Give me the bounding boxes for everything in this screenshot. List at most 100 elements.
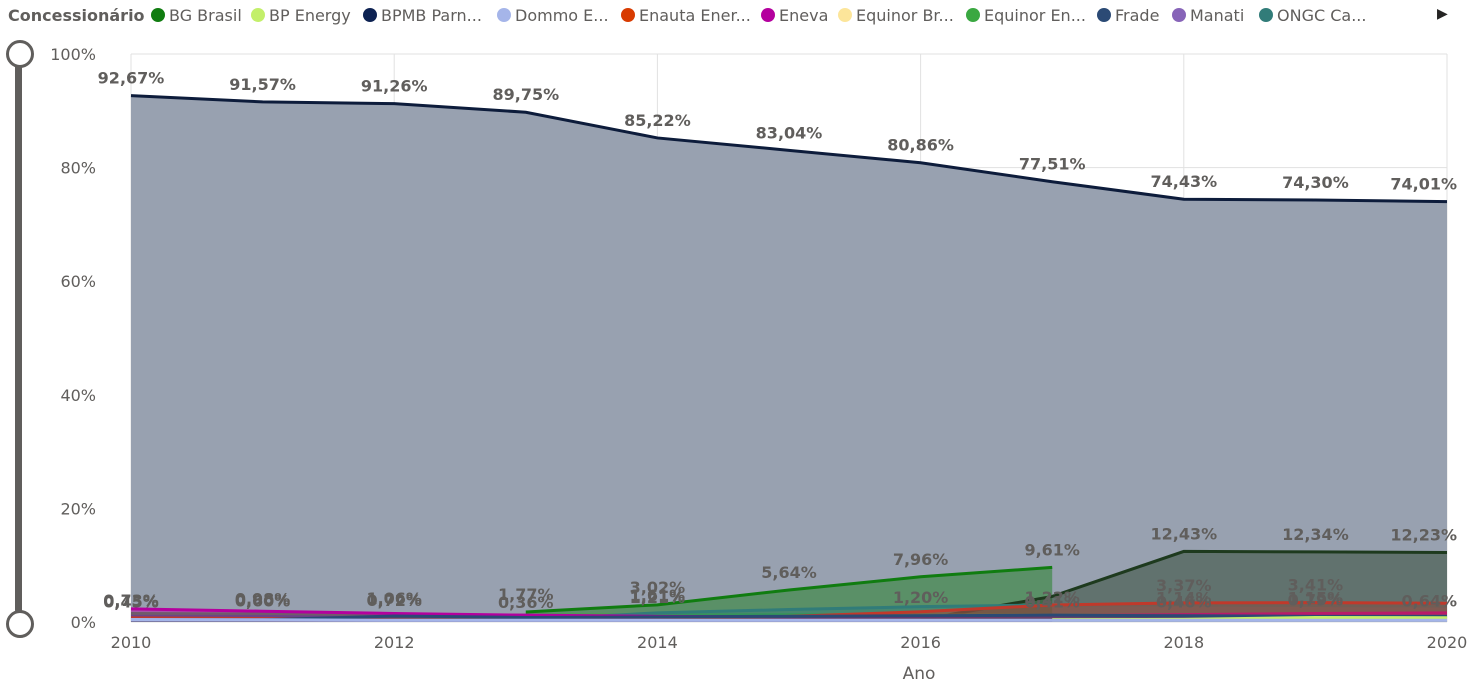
data-label: 5,64%: [761, 563, 817, 582]
data-label: 0,73%: [103, 591, 159, 610]
y-tick-label: 40%: [60, 386, 96, 405]
y-tick-label: 100%: [50, 45, 96, 64]
x-tick-label: 2018: [1163, 633, 1204, 652]
data-label: 9,61%: [1024, 540, 1080, 559]
x-axis-title: Ano: [903, 664, 936, 684]
legend-dot-icon: [497, 8, 511, 22]
legend-dot-icon: [761, 8, 775, 22]
legend-label: Equinor En...: [984, 6, 1086, 25]
legend: Concessionário ▶ BG Brasil BP Energy BPMB …: [0, 0, 1475, 32]
data-label: 1,21%: [630, 588, 686, 607]
legend-next-icon[interactable]: ▶: [1437, 6, 1448, 22]
x-tick-label: 2016: [900, 633, 941, 652]
legend-dot-icon: [1259, 8, 1273, 22]
slider-track[interactable]: [15, 56, 22, 612]
legend-dot-icon: [151, 8, 165, 22]
legend-label: ONGC Ca...: [1277, 6, 1367, 25]
data-label: 0,64%: [1401, 591, 1457, 610]
legend-label: Eneva: [779, 6, 829, 25]
legend-dot-icon: [838, 8, 852, 22]
data-label: 1,06%: [366, 589, 422, 608]
y-tick-label: 0%: [71, 613, 96, 632]
data-label: 89,75%: [492, 85, 559, 104]
series-line: [130, 94, 1448, 204]
series-line: [525, 565, 1053, 614]
slider-handle-bottom[interactable]: [6, 610, 34, 638]
legend-label: Equinor Br...: [856, 6, 954, 25]
series-area: [131, 95, 1447, 622]
data-label: 7,96%: [893, 550, 949, 569]
legend-label: Dommo E...: [515, 6, 609, 25]
legend-item[interactable]: Equinor Br...: [838, 6, 954, 25]
data-label: 91,57%: [229, 75, 296, 94]
data-label: 1,77%: [498, 585, 554, 604]
data-label: 85,22%: [624, 111, 691, 130]
legend-item[interactable]: BP Energy: [251, 6, 351, 25]
data-label: 1,20%: [893, 588, 949, 607]
data-label: 74,01%: [1390, 175, 1457, 194]
legend-dot-icon: [363, 8, 377, 22]
data-label: 1,61%: [630, 586, 686, 605]
x-tick-label: 2014: [637, 633, 678, 652]
y-tick-label: 20%: [60, 499, 96, 518]
legend-label: Frade: [1115, 6, 1160, 25]
legend-item[interactable]: Enauta Ener...: [621, 6, 751, 25]
slider-handle-top[interactable]: [6, 40, 34, 68]
legend-dot-icon: [1172, 8, 1186, 22]
data-label: 92,67%: [98, 69, 165, 88]
data-label: 83,04%: [756, 123, 823, 142]
data-label: 0,36%: [498, 593, 554, 612]
data-label: 3,02%: [630, 578, 686, 597]
data-label: 1,15%: [1288, 588, 1344, 607]
data-label: 91,26%: [361, 77, 428, 96]
x-tick-label: 2020: [1427, 633, 1468, 652]
data-label: 3,41%: [1288, 576, 1344, 595]
data-label: 0,60%: [235, 592, 291, 611]
legend-label: BP Energy: [269, 6, 351, 25]
legend-label: Manati: [1190, 6, 1245, 25]
data-label: 0,98%: [235, 589, 291, 608]
series-area: [525, 567, 1053, 622]
data-label: 0,79%: [1288, 591, 1344, 610]
legend-item[interactable]: BPMB Parn...: [363, 6, 482, 25]
legend-item[interactable]: Equinor En...: [966, 6, 1086, 25]
legend-item[interactable]: Manati: [1172, 6, 1244, 25]
data-label: 80,86%: [887, 136, 954, 155]
data-label: 3,37%: [1156, 576, 1212, 595]
legend-label: BG Brasil: [169, 6, 242, 25]
legend-dot-icon: [966, 8, 980, 22]
data-label: 1,22%: [1024, 588, 1080, 607]
x-tick-label: 2012: [374, 633, 415, 652]
data-label: 0,72%: [366, 591, 422, 610]
legend-label: BPMB Parn...: [381, 6, 482, 25]
legend-title: Concessionário: [8, 6, 145, 25]
data-label: 12,23%: [1390, 526, 1457, 545]
y-tick-label: 80%: [60, 159, 96, 178]
legend-label: Enauta Ener...: [639, 6, 751, 25]
legend-dot-icon: [621, 8, 635, 22]
legend-item[interactable]: Frade: [1097, 6, 1159, 25]
data-label: 0,46%: [1156, 592, 1212, 611]
data-label: 0,41%: [1024, 593, 1080, 612]
data-label: 74,30%: [1282, 173, 1349, 192]
series-line: [131, 613, 1447, 622]
data-label: 12,34%: [1282, 525, 1349, 544]
legend-item[interactable]: Eneva: [761, 6, 828, 25]
legend-item[interactable]: Dommo E...: [497, 6, 609, 25]
y-tick-label: 60%: [60, 272, 96, 291]
range-slider[interactable]: [0, 32, 40, 662]
legend-dot-icon: [1097, 8, 1111, 22]
legend-item[interactable]: ONGC Ca...: [1259, 6, 1366, 25]
series-area: [131, 602, 1447, 622]
data-label: 77,51%: [1019, 155, 1086, 174]
x-tick-label: 2010: [111, 633, 152, 652]
data-label: 12,43%: [1150, 524, 1217, 543]
series-line: [130, 617, 1447, 622]
legend-dot-icon: [251, 8, 265, 22]
legend-item[interactable]: BG Brasil: [151, 6, 242, 25]
data-label: 0,45%: [103, 592, 159, 611]
series-area: [131, 604, 1447, 622]
data-label: 74,43%: [1150, 172, 1217, 191]
data-label: 1,14%: [1156, 589, 1212, 608]
